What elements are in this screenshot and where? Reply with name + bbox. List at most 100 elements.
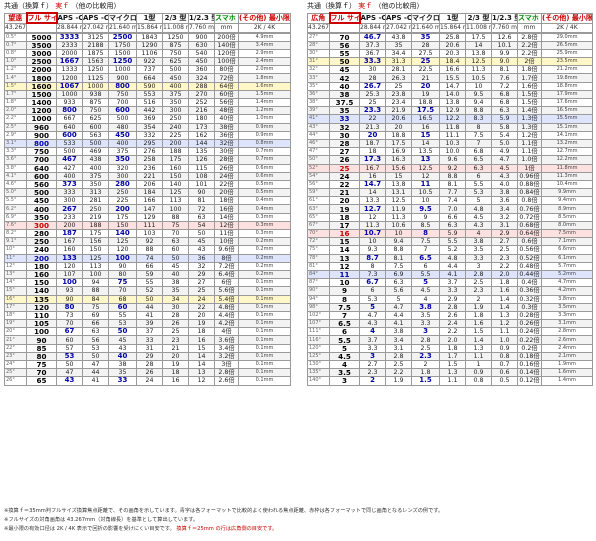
table-row: 3.6° 700 467 438 350 258 175 126 28倍 0.7mm: [4, 155, 291, 165]
table-row: 90° 9 6 5.6 4.5 3.3 2.3 1.6 0.36倍 4.2mm: [307, 286, 593, 296]
left-cell-aperture: 0.2mm: [238, 245, 291, 255]
left-cell-type1: 55: [136, 278, 163, 288]
right-panel: 共通（換算ｆ） 実ｆ （他の比較用） 広角 フル サイズ APS -C APS …: [307, 0, 593, 505]
left-cell-apsc2: 469: [82, 147, 109, 157]
left-cell-aperture: 0.1mm: [238, 286, 291, 296]
left-cell-type123: 24: [188, 294, 215, 304]
left-cell-m43: 150: [108, 220, 137, 231]
right-cell-angle: 111°: [307, 327, 330, 337]
right-cell-type1: 20.6: [439, 40, 466, 50]
right-cell-full: 14: [329, 245, 360, 255]
right-cell-angle: 47°: [307, 147, 330, 157]
left-cell-type123: 216: [188, 106, 215, 116]
left-cell-type23: 100: [162, 204, 189, 214]
left-cell-type123: 16: [188, 335, 215, 345]
left-cell-phone: 14倍: [214, 212, 239, 222]
left-cell-full: 1400: [26, 97, 57, 108]
left-cell-aperture: 0.8mm: [238, 138, 291, 149]
right-cell-apsc2: 6.3: [385, 278, 412, 288]
right-cell-type123: 0.5: [491, 376, 518, 386]
right-cell-type1: 9.2: [439, 163, 466, 173]
right-cell-angle: 75°: [307, 245, 330, 255]
left-cell-apsc2: 500: [82, 138, 109, 149]
right-cell-angle: 41°: [307, 114, 330, 124]
right-cell-angle: 56°: [307, 179, 330, 190]
right-cell-aperture: 6.1mm: [541, 253, 593, 263]
left-cell-m43: 50: [108, 327, 137, 337]
left-header-aperture: (その他) 最小限の 有効口径: [238, 12, 291, 24]
left-cell-aperture: 1.0mm: [238, 114, 291, 124]
table-row: 0.7° 3500 2333 2188 1750 1290 875 630 140倍 3.4mm: [4, 40, 291, 50]
left-header-1type: 1型: [136, 12, 163, 24]
table-row: 1.5° 1600 1067 1000 800 590 400 288 64倍 1.6mm: [4, 81, 291, 91]
right-cell-type123: 1.8: [491, 278, 518, 288]
right-header-apsc2: APS -C: [385, 12, 412, 24]
left-cell-type123: 50: [188, 228, 215, 239]
right-cell-type123: 0.9: [491, 343, 518, 353]
left-cell-type1: 221: [136, 171, 163, 181]
right-cell-apsc2: 43.8: [385, 32, 412, 42]
right-cell-type23: 8.8: [465, 106, 492, 116]
table-row: 24° 75 50 47 38 28 19 14 3倍 0.1mm: [4, 359, 291, 370]
left-cell-full: 200: [26, 253, 57, 263]
left-cell-aperture: 0.1mm: [238, 351, 291, 362]
table-row: 17° 120 80 75 60 44 30 22 4.8倍 0.1mm: [4, 302, 291, 312]
right-cell-type23: 10: [465, 81, 492, 91]
table-row: 111° 6 4 3.8 3 2.2 1.5 1.1 0.24倍 2.8mm: [307, 327, 593, 337]
left-cell-m43: 70: [108, 286, 137, 296]
right-cell-m43: 2.5: [411, 343, 440, 353]
right-cell-angle: 84°: [307, 269, 330, 280]
left-cell-type1: 258: [136, 155, 163, 165]
left-cell-type23: 140: [162, 179, 189, 190]
table-row: 8.2° 280 187 175 140 103 70 50 11倍 0.3mm: [4, 228, 291, 239]
right-cell-apsc1: 5.3: [359, 294, 386, 304]
left-cell-apsc2: 100: [82, 269, 109, 280]
right-cell-aperture: 19.8mm: [541, 73, 593, 83]
left-cell-apsc2: 66: [82, 319, 109, 329]
left-cell-type123: 14: [188, 351, 215, 362]
right-sub-apsc1: 28.844 mm: [359, 22, 386, 33]
left-cell-m43: 450: [108, 130, 137, 140]
table-row: 16° 135 90 84 68 50 34 24 5.4倍 0.1mm: [4, 294, 291, 304]
left-cell-m43: 1750: [108, 40, 137, 50]
right-cell-type23: 1.5: [465, 327, 492, 337]
right-cell-type23: 1.1: [465, 351, 492, 362]
left-title-mid: 実ｆ: [55, 2, 70, 10]
right-cell-apsc1: 12.7: [359, 204, 386, 214]
left-cell-phone: 48倍: [214, 106, 239, 116]
right-cell-apsc2: 15: [385, 171, 412, 181]
left-cell-type1: 129: [136, 212, 163, 222]
right-cell-apsc1: 22: [359, 114, 386, 124]
right-cell-apsc2: 20.6: [385, 114, 412, 124]
left-cell-apsc1: 667: [56, 114, 83, 124]
left-sub-m43: 21.640 mm: [108, 22, 137, 33]
table-row: 18° 110 73 69 55 41 28 20 4.4倍 0.1mm: [4, 310, 291, 321]
footnote-line-3: ※最小限の有効口径は 2K / 4K 表示で回折の影響を受けにくい目安です。 換…: [4, 525, 592, 534]
left-cell-type1: 37: [136, 327, 163, 337]
left-cell-phone: 120倍: [214, 48, 239, 59]
left-cell-type1: 52: [136, 286, 163, 296]
right-cell-type23: 10.5: [465, 73, 492, 83]
right-header-full: フル サイズ: [328, 12, 361, 24]
left-cell-angle: 26°: [4, 376, 27, 386]
right-cell-aperture: 14.1mm: [541, 130, 593, 140]
right-cell-m43: 9.5: [411, 204, 440, 214]
left-cell-phone: 2.6倍: [214, 376, 239, 386]
left-cell-apsc1: 67: [56, 327, 83, 337]
right-cell-m43: 25: [411, 57, 440, 67]
right-cell-type23: 8.3: [465, 114, 492, 124]
left-cell-m43: 55: [108, 310, 137, 321]
table-row: 0.5° 5000 3333 3125 2500 1843 1250 900 200倍 4.9mm: [4, 32, 291, 42]
left-cell-apsc1: 167: [56, 237, 83, 247]
table-row: 67° 17 11.3 10.6 8.5 6.3 4.3 3.1 0.68倍 8.0mm: [307, 220, 593, 231]
left-cell-type1: 24: [136, 376, 163, 386]
left-cell-apsc2: 125: [82, 253, 109, 263]
right-cell-type123: 9.9: [491, 48, 518, 59]
left-cell-phone: 60倍: [214, 89, 239, 100]
right-cell-apsc1: 20: [359, 130, 386, 140]
left-cell-type1: 166: [136, 196, 163, 206]
left-cell-phone: 30倍: [214, 147, 239, 157]
right-cell-full: 28: [329, 138, 360, 149]
left-cell-full: 280: [26, 228, 57, 239]
left-cell-angle: 21°: [4, 335, 27, 345]
